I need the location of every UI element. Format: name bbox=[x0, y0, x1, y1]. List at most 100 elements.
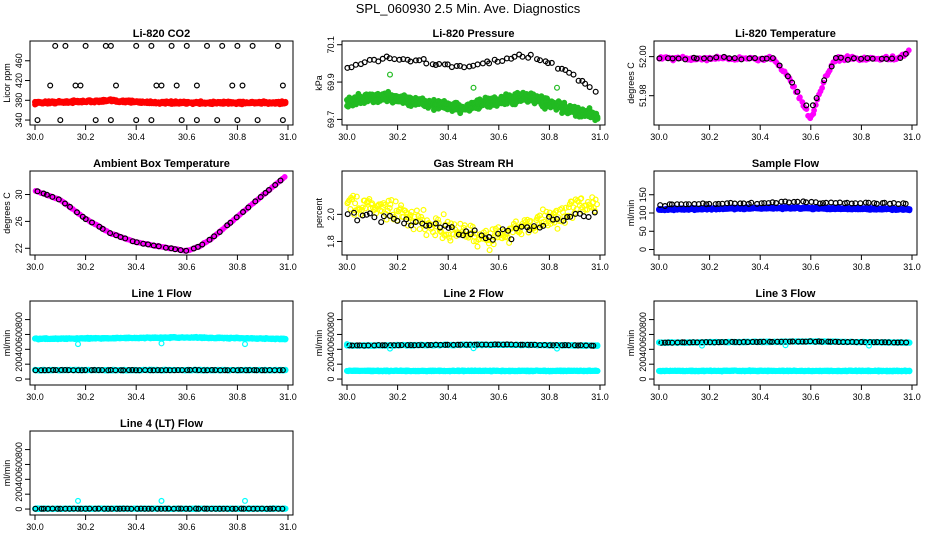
data-points bbox=[32, 42, 289, 124]
data-point bbox=[62, 42, 69, 49]
data-point bbox=[797, 94, 803, 101]
data-point bbox=[700, 55, 707, 62]
data-point bbox=[489, 226, 496, 233]
data-point bbox=[148, 42, 155, 49]
data-point bbox=[769, 199, 776, 206]
y-tick-label: 150 bbox=[638, 187, 648, 202]
data-point bbox=[763, 55, 770, 62]
data-point bbox=[773, 200, 780, 207]
data-point bbox=[518, 231, 525, 238]
data-point bbox=[482, 235, 489, 242]
data-point bbox=[869, 55, 876, 62]
data-point bbox=[713, 54, 720, 61]
data-point bbox=[107, 117, 114, 124]
y-tick-label: 69.9 bbox=[326, 73, 336, 91]
y-axis-label: Licor ppm bbox=[2, 63, 12, 103]
data-point bbox=[199, 241, 206, 248]
data-point bbox=[398, 202, 405, 209]
data-point bbox=[429, 61, 436, 68]
data-point bbox=[790, 198, 797, 205]
y-tick-label: 800 bbox=[326, 312, 336, 327]
data-point bbox=[158, 82, 165, 89]
data-point bbox=[682, 201, 689, 208]
data-point bbox=[445, 224, 452, 231]
y-axis-label: kPa bbox=[314, 75, 324, 91]
data-point bbox=[816, 200, 823, 207]
data-point bbox=[418, 213, 425, 220]
y-tick-label: 2.0 bbox=[326, 208, 336, 221]
data-point bbox=[902, 200, 909, 207]
data-point bbox=[257, 194, 264, 201]
data-point bbox=[789, 79, 796, 86]
data-point bbox=[348, 64, 355, 71]
x-tick-label: 30.4 bbox=[439, 392, 457, 402]
data-point bbox=[274, 42, 281, 49]
data-point bbox=[145, 241, 152, 248]
x-tick-label: 30.0 bbox=[338, 392, 356, 402]
data-point bbox=[38, 367, 45, 374]
data-point bbox=[656, 55, 663, 62]
chart-title: Li-820 Pressure bbox=[433, 28, 515, 40]
data-point bbox=[906, 207, 913, 214]
data-point bbox=[499, 226, 506, 233]
data-point bbox=[245, 204, 252, 211]
data-point bbox=[693, 55, 700, 62]
data-point bbox=[277, 177, 284, 184]
data-points bbox=[656, 47, 912, 122]
y-tick-label: 52.00 bbox=[638, 45, 648, 68]
data-point bbox=[359, 212, 366, 219]
x-tick-label: 30.2 bbox=[389, 132, 407, 142]
data-point bbox=[387, 71, 394, 78]
data-point bbox=[738, 56, 745, 63]
data-point bbox=[558, 65, 565, 72]
data-point bbox=[371, 214, 378, 221]
data-point bbox=[803, 102, 810, 109]
data-point bbox=[794, 198, 801, 205]
data-point bbox=[75, 367, 82, 374]
data-point bbox=[819, 85, 825, 91]
data-point bbox=[366, 210, 373, 217]
y-tick-label: 200 bbox=[326, 357, 336, 372]
data-point bbox=[125, 367, 132, 374]
data-point bbox=[582, 80, 589, 87]
data-point bbox=[344, 64, 351, 71]
x-tick-label: 30.8 bbox=[541, 262, 559, 272]
x-tick-label: 31.0 bbox=[903, 262, 921, 272]
data-point bbox=[206, 236, 213, 243]
data-point bbox=[394, 217, 401, 224]
data-point bbox=[436, 60, 443, 67]
data-point bbox=[751, 55, 758, 62]
data-point bbox=[486, 60, 493, 67]
data-point bbox=[32, 367, 39, 374]
y-axis-label: percent bbox=[314, 197, 324, 228]
data-point bbox=[873, 200, 880, 207]
data-point bbox=[486, 247, 493, 254]
data-point bbox=[209, 367, 216, 374]
data-point bbox=[511, 53, 518, 60]
data-point bbox=[423, 60, 430, 67]
data-point bbox=[132, 367, 139, 374]
data-point bbox=[495, 230, 502, 237]
data-point bbox=[412, 57, 419, 64]
data-point bbox=[731, 55, 738, 62]
data-point bbox=[168, 245, 175, 252]
data-point bbox=[575, 77, 582, 84]
data-point bbox=[585, 214, 592, 221]
data-point bbox=[227, 219, 234, 226]
plot-frame bbox=[341, 300, 606, 386]
data-point bbox=[95, 367, 102, 374]
x-tick-label: 30.2 bbox=[77, 392, 95, 402]
data-point bbox=[769, 55, 776, 62]
data-point bbox=[724, 200, 731, 207]
data-point bbox=[378, 219, 385, 226]
y-axis-label: ml/min bbox=[2, 330, 12, 357]
data-point bbox=[459, 232, 466, 239]
data-point bbox=[567, 213, 574, 220]
x-tick-label: 30.4 bbox=[127, 262, 145, 272]
data-point bbox=[594, 115, 601, 122]
data-point bbox=[444, 61, 451, 68]
y-tick-label: 340 bbox=[14, 113, 24, 128]
data-point bbox=[883, 55, 890, 62]
x-tick-label: 30.4 bbox=[439, 132, 457, 142]
data-point bbox=[386, 212, 393, 219]
